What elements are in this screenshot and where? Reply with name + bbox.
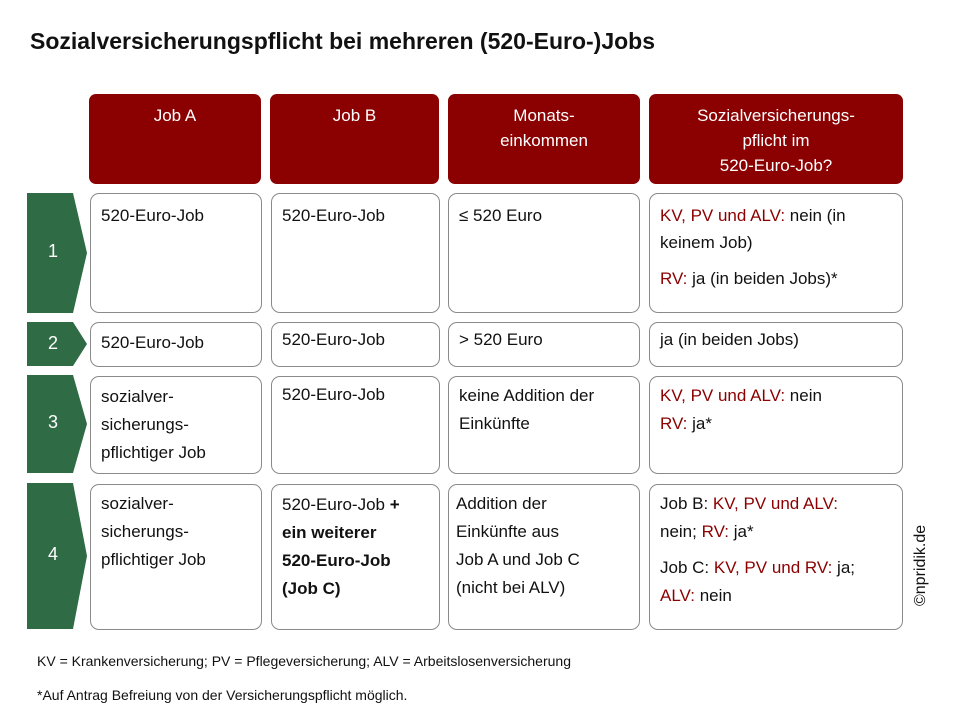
- footnote-abbreviations: KV = Krankenversicherung; PV = Pflegever…: [37, 653, 571, 669]
- duty-line: Job B: KV, PV und ALV:: [660, 490, 892, 518]
- cell-text: keine Addition der: [459, 386, 595, 405]
- duty-line: KV, PV und ALV: nein (in keinem Job): [660, 202, 892, 256]
- row-2-duty: ja (in beiden Jobs): [649, 322, 903, 367]
- row-1-income: ≤ 520 Euro: [448, 193, 640, 313]
- duty-text: ja;: [832, 558, 855, 577]
- cell-text: (nicht bei ALV): [456, 578, 566, 597]
- cell-text: Addition der: [456, 494, 547, 513]
- cell-text: Einkünfte: [459, 414, 530, 433]
- cell-text: 520-Euro-Job: [101, 206, 205, 225]
- row-4-duty: Job B: KV, PV und ALV: nein; RV: ja* Job…: [649, 484, 903, 630]
- cell-text: 520-Euro-Job: [282, 385, 386, 404]
- row-2-job-b: 520-Euro-Job: [271, 322, 440, 367]
- row-1-duty: KV, PV und ALV: nein (in keinem Job) RV:…: [649, 193, 903, 313]
- cell-text: ≤ 520 Euro: [459, 206, 543, 225]
- row-marker-shape: [27, 483, 87, 629]
- row-1-job-b: 520-Euro-Job: [271, 193, 440, 313]
- duty-label: RV:: [701, 522, 729, 541]
- page-title: Sozialversicherungspflicht bei mehreren …: [30, 28, 655, 54]
- row-3-income: keine Addition der Einkünfte: [448, 376, 640, 474]
- duty-label: RV:: [660, 414, 688, 433]
- row-3-duty: KV, PV und ALV: nein RV: ja*: [649, 376, 903, 474]
- row-number: 2: [47, 333, 58, 353]
- row-number: 1: [47, 241, 58, 261]
- job-b-plain: 520-Euro-Job: [282, 495, 386, 514]
- duty-label: KV, PV und ALV:: [660, 386, 786, 405]
- row-number: 3: [47, 412, 58, 432]
- header-duty-line: pflicht im: [742, 131, 810, 150]
- row-3-job-b: 520-Euro-Job: [271, 376, 440, 474]
- duty-text: ja*: [687, 414, 712, 433]
- row-marker-4: 4: [27, 483, 87, 629]
- header-income-line: Monats-: [513, 106, 575, 125]
- cell-text: sicherungs-: [101, 522, 189, 541]
- row-marker-1: 1: [27, 193, 87, 313]
- header-job-b-label: Job B: [332, 106, 377, 125]
- row-marker-shape: [27, 322, 87, 366]
- row-2-income: > 520 Euro: [448, 322, 640, 367]
- duty-line: RV: ja (in beiden Jobs)*: [660, 265, 892, 292]
- duty-line: ALV: nein: [660, 582, 892, 610]
- row-marker-3: 3: [27, 375, 87, 473]
- cell-text: pflichtiger Job: [101, 443, 206, 462]
- duty-line: KV, PV und ALV: nein: [660, 382, 892, 410]
- duty-label: KV, PV und ALV:: [712, 494, 838, 513]
- cell-text: Job A und Job C: [456, 550, 580, 569]
- duty-text: nein (in keinem Job): [660, 206, 846, 252]
- duty-line: nein; RV: ja*: [660, 518, 892, 546]
- job-b-bold: (Job C): [282, 579, 341, 598]
- job-b-bold: 520-Euro-Job: [282, 551, 391, 570]
- header-duty-line: 520-Euro-Job?: [719, 156, 833, 175]
- header-duty-line: Sozialversicherungs-: [697, 106, 855, 125]
- job-b-bold: +: [389, 495, 400, 514]
- row-4-job-b: 520-Euro-Job + ein weiterer 520-Euro-Job…: [271, 484, 440, 630]
- duty-text: ja*: [729, 522, 754, 541]
- header-job-a-label: Job A: [153, 106, 197, 125]
- row-marker-shape: [27, 193, 87, 313]
- cell-text: ja (in beiden Jobs): [660, 330, 799, 349]
- row-3-job-a: sozialver- sicherungs- pflichtiger Job: [90, 376, 262, 474]
- duty-text: nein;: [660, 522, 702, 541]
- duty-prefix: Job C:: [660, 558, 714, 577]
- cell-text: 520-Euro-Job +: [282, 491, 429, 519]
- duty-label: KV, PV und RV:: [713, 558, 833, 577]
- header-duty: Sozialversicherungs- pflicht im 520-Euro…: [649, 94, 903, 184]
- cell-text: pflichtiger Job: [101, 550, 206, 569]
- duty-line: RV: ja*: [660, 410, 892, 438]
- row-number: 4: [47, 544, 58, 564]
- duty-label: KV, PV und ALV:: [660, 206, 786, 225]
- row-4-income: Addition der Einkünfte aus Job A und Job…: [448, 484, 640, 630]
- row-marker-2: 2: [27, 322, 87, 366]
- header-income-line: einkommen: [500, 131, 588, 150]
- row-2-job-a: 520-Euro-Job: [90, 322, 262, 367]
- duty-text: nein: [694, 586, 732, 605]
- row-1-job-a: 520-Euro-Job: [90, 193, 262, 313]
- header-job-b: Job B: [270, 94, 439, 184]
- cell-text: 520-Euro-Job: [282, 206, 386, 225]
- job-b-bold: ein weiterer: [282, 523, 377, 542]
- cell-text: sicherungs-: [101, 415, 189, 434]
- cell-text: 520-Euro-Job: [101, 333, 205, 352]
- row-marker-shape: [27, 375, 87, 473]
- duty-text: nein: [785, 386, 822, 405]
- header-income: Monats- einkommen: [448, 94, 640, 184]
- cell-text: > 520 Euro: [459, 330, 543, 349]
- duty-label: ALV:: [660, 586, 695, 605]
- duty-line: Job C: KV, PV und RV: ja;: [660, 554, 892, 582]
- row-4-job-a: sozialver- sicherungs- pflichtiger Job: [90, 484, 262, 630]
- cell-text: Einkünfte aus: [456, 522, 560, 541]
- duty-label: RV:: [660, 269, 688, 288]
- cell-text: sozialver-: [101, 494, 174, 513]
- footnote-exemption: *Auf Antrag Befreiung von der Versicheru…: [37, 687, 408, 703]
- duty-text: ja (in beiden Jobs)*: [687, 269, 838, 288]
- copyright: ©npridik.de: [912, 524, 929, 606]
- duty-prefix: Job B:: [660, 494, 713, 513]
- cell-text: 520-Euro-Job: [282, 330, 386, 349]
- header-job-a: Job A: [89, 94, 261, 184]
- cell-text: sozialver-: [101, 387, 174, 406]
